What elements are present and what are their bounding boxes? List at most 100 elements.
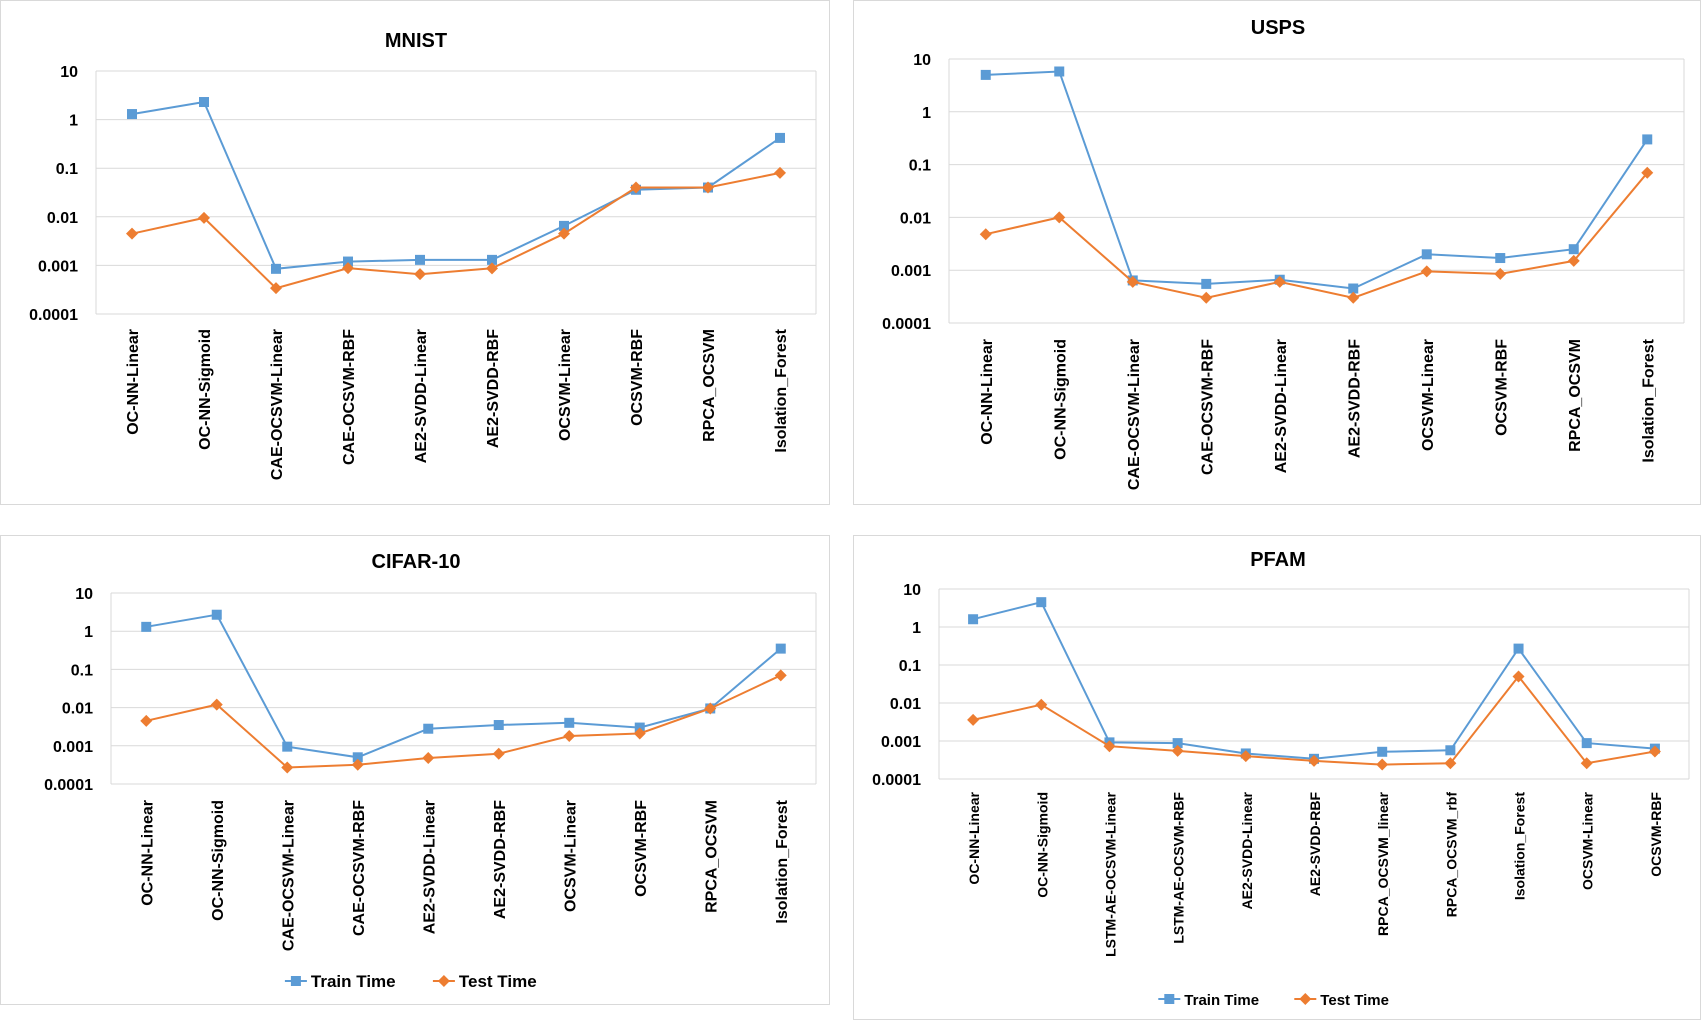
train-time-point <box>1495 253 1506 264</box>
test-time-point <box>414 268 426 281</box>
train-time-point <box>1568 244 1579 255</box>
train-time-point <box>423 723 434 734</box>
test-time-point <box>633 727 646 740</box>
train-time-point <box>564 717 575 728</box>
test-time-line <box>985 172 1649 299</box>
train-time-line <box>131 100 781 270</box>
test-time-point <box>967 713 980 726</box>
test-time-point <box>486 262 498 275</box>
train-time-point <box>559 220 569 231</box>
test-time-point <box>1273 275 1286 288</box>
chart-title: MNIST <box>385 30 447 52</box>
test-time-point <box>704 702 717 715</box>
train-time-point <box>493 720 504 731</box>
x-category-label: OC-NN-Linear <box>966 791 982 884</box>
x-category-label: CAE-OCSVM-Linear <box>269 329 286 480</box>
y-tick-label: 1 <box>69 113 78 130</box>
chart-usps: USPS 10 1 0.1 0.01 0.001 0.0001 OC-NN-Linear OC-… <box>882 17 1685 490</box>
x-category-label: OC-NN-Linear <box>139 800 156 906</box>
test-time-point <box>1347 291 1360 304</box>
x-category-label: CAE-OCSVM-RBF <box>341 329 358 465</box>
x-category-label: OCSVM-RBF <box>1648 792 1664 877</box>
train-time-point <box>415 254 425 265</box>
test-time-point <box>1035 698 1048 711</box>
test-time-point <box>1126 275 1139 288</box>
x-category-label: RPCA_OCSVM <box>703 800 720 913</box>
y-tick-label: 1 <box>922 105 931 122</box>
x-category-label: Isolation_Forest <box>773 328 790 452</box>
y-tick-label: 10 <box>75 586 93 603</box>
legend-train-label: Train Time <box>311 972 396 991</box>
x-category-label: OC-NN-Sigmoid <box>1034 792 1050 898</box>
y-tick-label: 0.0001 <box>29 307 78 324</box>
test-time-point <box>1053 211 1066 224</box>
y-tick-label: 0.001 <box>891 263 931 280</box>
test-time-line <box>146 674 782 769</box>
y-tick-label: 0.01 <box>890 696 921 713</box>
x-category-label: RPCA_OCSVM_rbf <box>1443 792 1459 918</box>
y-tick-label: 0.0001 <box>872 772 921 789</box>
legend-test-label: Test Time <box>459 972 537 991</box>
x-category-label: AE2-SVDD-Linear <box>1239 791 1255 909</box>
test-time-point <box>1420 265 1433 278</box>
y-tick-label: 0.0001 <box>882 316 931 333</box>
test-time-point <box>1648 745 1661 758</box>
y-tick-label: 0.01 <box>62 701 93 718</box>
legend-train-label: Train Time <box>1184 992 1259 1009</box>
chart-pfam: PFAM 10 1 0.1 0.01 0.001 0.0001 OC-NN-Linear OC-… <box>872 549 1690 1009</box>
test-time-point <box>198 211 210 224</box>
test-time-point <box>342 262 354 275</box>
train-time-point <box>1348 283 1359 294</box>
test-time-point <box>126 227 138 240</box>
train-time-point <box>271 263 281 274</box>
x-category-label: CAE-OCSVM-Linear <box>1126 339 1143 490</box>
x-category-label: AE2-SVDD-RBF <box>492 800 509 919</box>
test-time-point <box>1494 267 1507 280</box>
x-category-label: CAE-OCSVM-Linear <box>280 800 297 951</box>
train-time-point <box>968 614 979 625</box>
x-category-label: RPCA_OCSVM_linear <box>1375 791 1391 935</box>
x-category-label: RPCA_OCSVM <box>1567 339 1584 452</box>
chart-title: PFAM <box>1250 549 1306 571</box>
test-time-point <box>281 761 294 774</box>
y-tick-label: 1 <box>84 624 93 641</box>
train-time-point <box>343 256 353 267</box>
x-category-label: OCSVM-RBF <box>633 800 650 897</box>
legend-test-marker <box>1299 993 1312 1005</box>
train-time-point <box>1445 745 1456 756</box>
x-category-label: AE2-SVDD-Linear <box>421 800 438 934</box>
x-category-label: OCSVM-RBF <box>629 329 646 426</box>
x-category-label: OCSVM-Linear <box>1580 791 1596 890</box>
chart-cifar10: CIFAR-10 10 1 0.1 0.01 0.001 0.0001 OC-NN-Linea… <box>44 551 817 991</box>
test-time-point <box>563 730 576 743</box>
x-category-label: AE2-SVDD-RBF <box>1346 339 1363 458</box>
test-time-point <box>351 758 364 771</box>
x-category-label: OC-NN-Sigmoid <box>210 800 227 921</box>
x-category-label: OCSVM-Linear <box>557 329 574 441</box>
y-tick-label: 0.1 <box>71 662 93 679</box>
test-time-point <box>210 698 223 711</box>
legend-train-marker <box>1164 994 1175 1004</box>
test-time-point <box>1308 754 1320 767</box>
train-time-point <box>352 752 363 763</box>
test-time-point <box>630 181 642 194</box>
train-time-line <box>972 601 1655 760</box>
chart-panel-pfam: PFAM 10 1 0.1 0.01 0.001 0.0001 OC-NN-Linear OC-… <box>853 535 1701 1020</box>
x-category-label: AE2-SVDD-Linear <box>1273 339 1290 473</box>
test-time-point <box>558 227 570 240</box>
x-category-label: Isolation_Forest <box>1640 338 1657 462</box>
train-time-point <box>775 643 786 654</box>
test-time-point <box>979 228 992 241</box>
test-time-point <box>774 669 787 682</box>
train-time-point <box>1036 597 1047 608</box>
y-tick-label: 10 <box>903 582 921 599</box>
chart-panel-usps: USPS 10 1 0.1 0.01 0.001 0.0001 OC-NN-Linear OC-… <box>853 0 1701 505</box>
train-time-point <box>141 621 152 632</box>
legend-test-marker <box>437 975 450 987</box>
test-time-point <box>702 181 714 194</box>
chart-mnist: MNIST 10 1 0.1 0.01 0.001 0.0001 OC-NN-Linear OC… <box>29 30 817 480</box>
x-category-label: AE2-SVDD-Linear <box>413 329 430 463</box>
test-time-point <box>1444 757 1457 770</box>
test-time-point <box>1641 166 1654 179</box>
test-time-point <box>1567 254 1580 267</box>
